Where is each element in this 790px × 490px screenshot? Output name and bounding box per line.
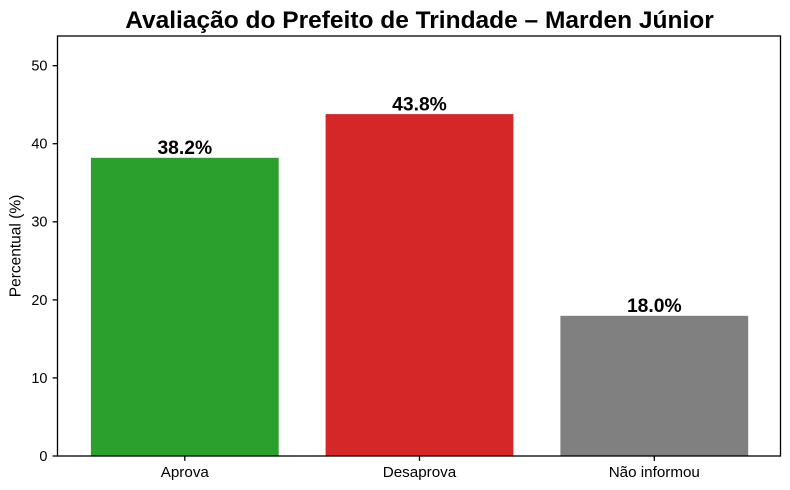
svg-text:10: 10 — [31, 371, 47, 387]
svg-text:Desaprova: Desaprova — [383, 464, 457, 481]
svg-text:50: 50 — [31, 59, 47, 75]
svg-text:Percentual (%): Percentual (%) — [8, 195, 25, 298]
svg-text:Aprova: Aprova — [161, 464, 210, 481]
svg-text:18.0%: 18.0% — [627, 296, 682, 317]
svg-text:20: 20 — [31, 293, 47, 309]
svg-text:38.2%: 38.2% — [157, 138, 212, 159]
svg-text:0: 0 — [39, 449, 47, 465]
svg-text:30: 30 — [31, 215, 47, 231]
svg-text:40: 40 — [31, 137, 47, 153]
svg-text:Avaliação do Prefeito de Trind: Avaliação do Prefeito de Trindade – Mard… — [125, 7, 714, 34]
svg-text:43.8%: 43.8% — [392, 95, 447, 116]
svg-text:Não informou: Não informou — [609, 464, 700, 481]
